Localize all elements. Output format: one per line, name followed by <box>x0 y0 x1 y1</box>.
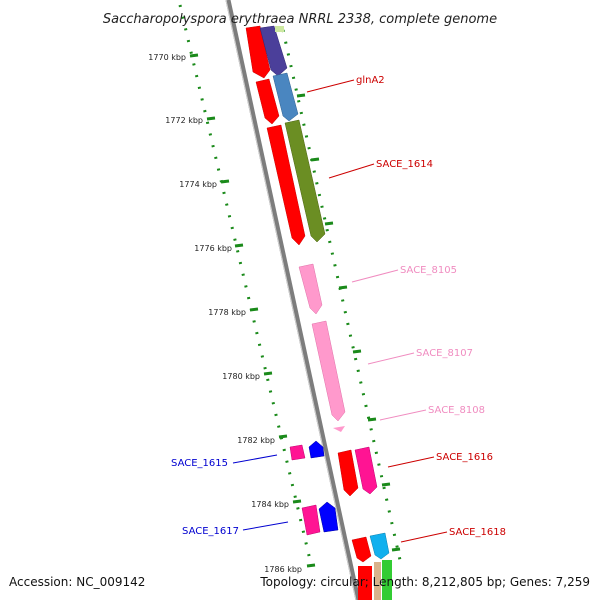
gene-labels: glnA2 SACE_1614 SACE_8105 SACE_8107 SACE… <box>171 75 506 538</box>
tick-label-1776: 1776 kbp <box>194 244 232 253</box>
gene-feature-red-glna2[interactable] <box>255 78 280 125</box>
right-dotted-ring <box>281 29 402 561</box>
gene-feature-pink-8107[interactable] <box>311 320 346 422</box>
leader-lines <box>232 79 448 543</box>
gene-feature-blue-glna2[interactable] <box>272 72 299 122</box>
gene-feature-purple-top[interactable] <box>259 25 288 77</box>
tick-label-1786: 1786 kbp <box>264 565 302 574</box>
gene-label-glna2[interactable]: glnA2 <box>356 75 385 86</box>
gene-label-sace-8105[interactable]: SACE_8105 <box>400 265 457 276</box>
gene-label-sace-8108[interactable]: SACE_8108 <box>428 405 485 416</box>
genome-summary-text: Topology: circular; Length: 8,212,805 bp… <box>259 575 590 589</box>
accession-text: Accession: NC_009142 <box>9 575 145 589</box>
right-ring-tick-marks <box>296 93 401 552</box>
tick-label-1784: 1784 kbp <box>251 500 289 509</box>
gene-label-sace-1617[interactable]: SACE_1617 <box>182 526 239 537</box>
map-title: Saccharopolyspora erythraea NRRL 2338, c… <box>103 12 497 27</box>
gene-feature-pink-8105[interactable] <box>298 263 323 315</box>
gene-feature-green-bottom[interactable] <box>382 560 392 600</box>
gene-features <box>245 25 392 600</box>
tick-label-1774: 1774 kbp <box>179 180 217 189</box>
gene-feature-blue-1615[interactable] <box>308 440 325 459</box>
gene-feature-lightgreen-top[interactable] <box>275 26 284 32</box>
gene-feature-cyan-1618[interactable] <box>369 532 390 560</box>
gene-feature-red-top[interactable] <box>245 25 271 79</box>
genome-backbone <box>225 0 361 600</box>
gene-feature-olive-1614[interactable] <box>284 119 326 243</box>
tick-marks <box>189 53 316 568</box>
gene-feature-magenta-1617[interactable] <box>301 504 321 536</box>
gene-label-sace-1618[interactable]: SACE_1618 <box>449 527 506 538</box>
tick-label-1772: 1772 kbp <box>165 116 203 125</box>
tick-label-1770: 1770 kbp <box>148 53 186 62</box>
gene-label-sace-1615[interactable]: SACE_1615 <box>171 458 228 469</box>
gene-feature-pink-8108[interactable] <box>333 426 345 432</box>
gene-label-sace-1616[interactable]: SACE_1616 <box>436 452 493 463</box>
tick-label-1778: 1778 kbp <box>208 308 246 317</box>
genome-backbone-highlight <box>225 0 357 600</box>
gene-feature-red-1618[interactable] <box>351 536 372 563</box>
tick-labels: 1770 kbp 1772 kbp 1774 kbp 1776 kbp 1778… <box>148 53 302 574</box>
gene-feature-red-1616[interactable] <box>337 449 359 497</box>
gene-feature-magenta-1615[interactable] <box>289 444 306 461</box>
gene-feature-magenta-1616[interactable] <box>354 446 378 495</box>
gene-feature-red-bottom[interactable] <box>358 566 372 600</box>
gene-label-sace-8107[interactable]: SACE_8107 <box>416 348 473 359</box>
gene-label-sace-1614[interactable]: SACE_1614 <box>376 159 433 170</box>
gene-feature-tan-bottom[interactable] <box>374 562 381 600</box>
gene-feature-blue-1617[interactable] <box>318 501 339 533</box>
tick-label-1782: 1782 kbp <box>237 436 275 445</box>
gene-feature-red-1614[interactable] <box>266 124 306 246</box>
tick-label-1780: 1780 kbp <box>222 372 260 381</box>
